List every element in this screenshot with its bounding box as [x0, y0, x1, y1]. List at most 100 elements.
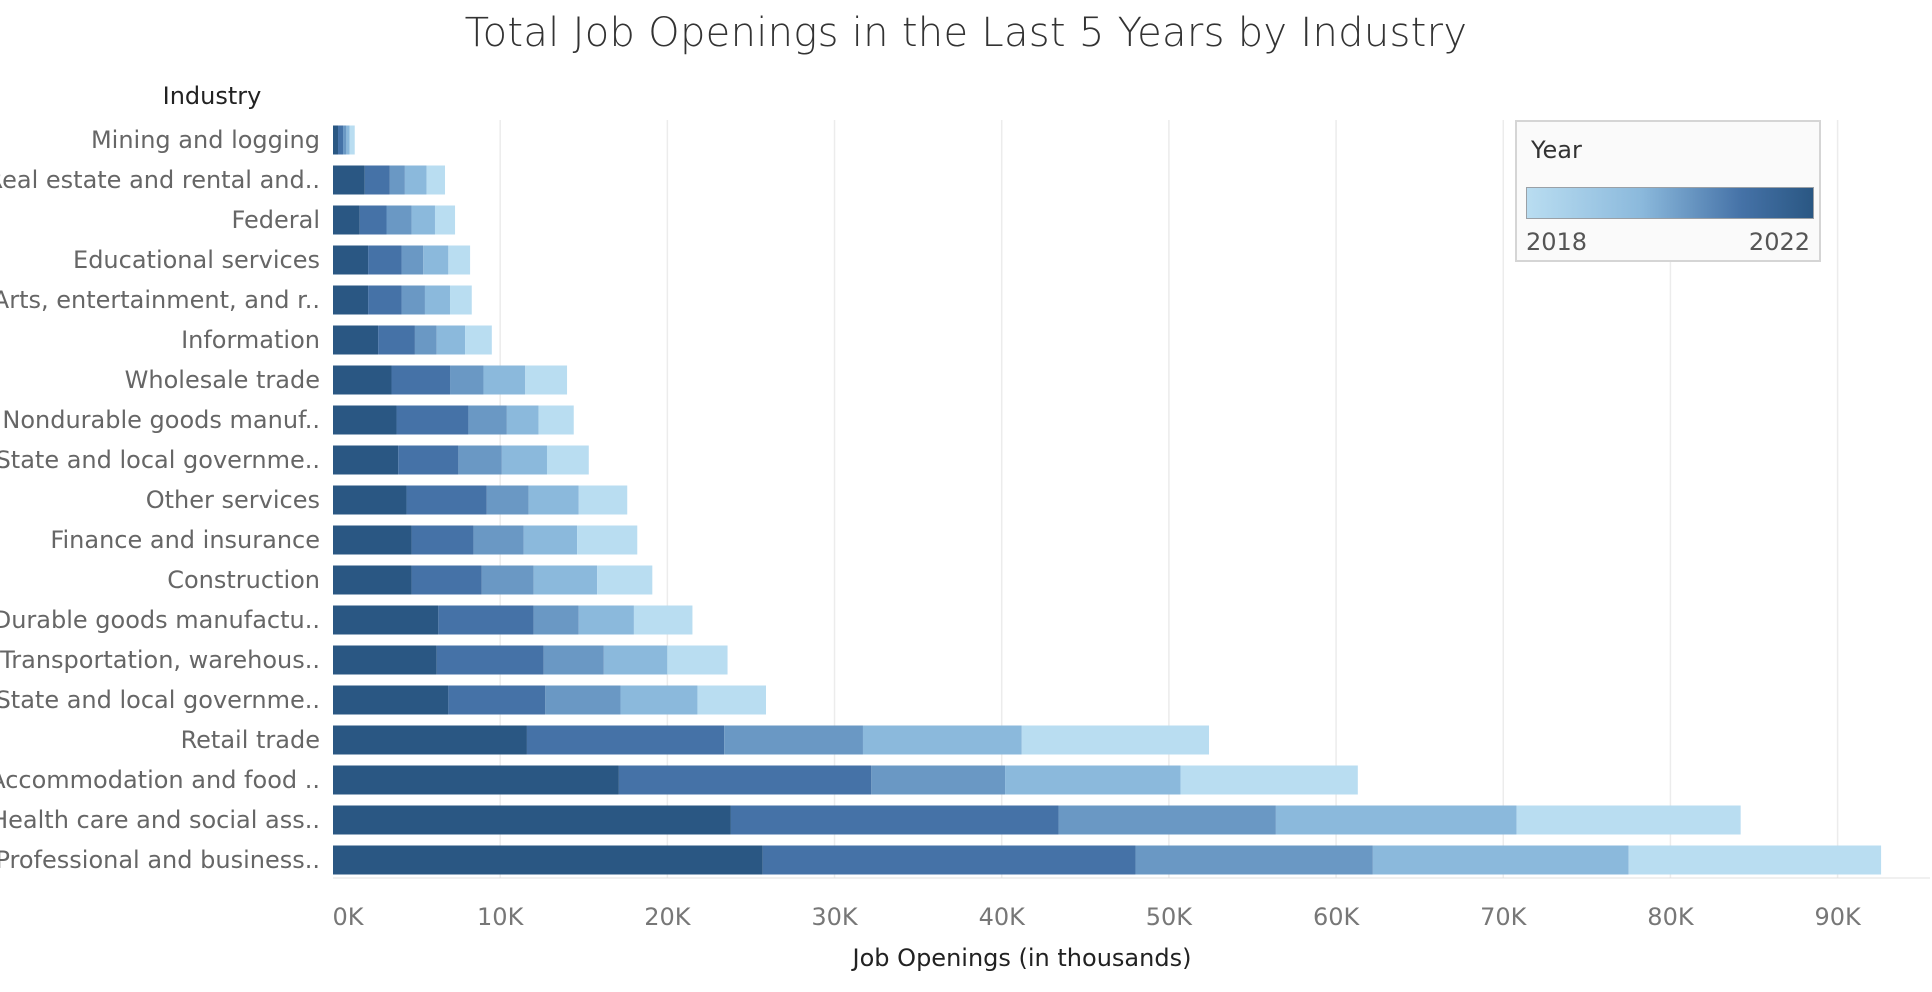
bar-segment[interactable]: [667, 645, 728, 675]
bar-segment[interactable]: [368, 285, 402, 315]
bar-segment[interactable]: [1005, 765, 1181, 795]
bar-segment[interactable]: [333, 725, 527, 755]
bar-segment[interactable]: [333, 445, 399, 475]
bar-segment[interactable]: [597, 565, 653, 595]
bar-segment[interactable]: [468, 405, 507, 435]
bar-segment[interactable]: [333, 285, 369, 315]
bar-segment[interactable]: [333, 805, 731, 835]
bar-segment[interactable]: [618, 765, 872, 795]
bar-segment[interactable]: [481, 565, 534, 595]
bar-segment[interactable]: [620, 685, 698, 715]
bar-segment[interactable]: [465, 325, 492, 355]
bar-segment[interactable]: [450, 365, 484, 395]
bar-segment[interactable]: [1180, 765, 1358, 795]
bar-segment[interactable]: [406, 485, 487, 515]
bar-segment[interactable]: [343, 125, 347, 155]
bar-segment[interactable]: [1021, 725, 1210, 755]
bar-segment[interactable]: [389, 165, 405, 195]
bar-segment[interactable]: [333, 325, 379, 355]
bar-segment[interactable]: [762, 845, 1136, 875]
bar-segment[interactable]: [346, 125, 350, 155]
bar-segment[interactable]: [333, 685, 449, 715]
bar-segment[interactable]: [398, 445, 459, 475]
bar-segment[interactable]: [1275, 805, 1517, 835]
bar-segment[interactable]: [533, 605, 579, 635]
bar-segment[interactable]: [378, 325, 415, 355]
bar-segment[interactable]: [526, 725, 725, 755]
bar-segment[interactable]: [333, 565, 412, 595]
bar-segment[interactable]: [603, 645, 668, 675]
bar-segment[interactable]: [528, 485, 579, 515]
bar-segment[interactable]: [368, 245, 402, 275]
bar-segment[interactable]: [436, 325, 466, 355]
bar-segment[interactable]: [333, 165, 365, 195]
bar-segment[interactable]: [633, 605, 693, 635]
bar-segment[interactable]: [578, 485, 628, 515]
bar-segment[interactable]: [525, 365, 568, 395]
bar-segment[interactable]: [483, 365, 526, 395]
bar-segment[interactable]: [697, 685, 766, 715]
bar-segment[interactable]: [543, 645, 604, 675]
bar-segment[interactable]: [411, 525, 474, 555]
bar-segment[interactable]: [349, 125, 355, 155]
bar-segment[interactable]: [458, 445, 502, 475]
bar-segment[interactable]: [333, 245, 369, 275]
bar-segment[interactable]: [396, 405, 469, 435]
bar-segment[interactable]: [501, 445, 547, 475]
bar-segment[interactable]: [1628, 845, 1882, 875]
bar-segment[interactable]: [523, 525, 578, 555]
category-label: Other services: [146, 486, 320, 514]
bar-segment[interactable]: [423, 245, 449, 275]
bar-segment[interactable]: [730, 805, 1059, 835]
bar-segment[interactable]: [411, 205, 435, 235]
bar-segment[interactable]: [436, 645, 544, 675]
bar-segment[interactable]: [411, 565, 482, 595]
bar-segment[interactable]: [426, 165, 446, 195]
bar-segment[interactable]: [486, 485, 529, 515]
bar-segment[interactable]: [577, 525, 638, 555]
bar-segment[interactable]: [538, 405, 574, 435]
bar-segment[interactable]: [333, 605, 439, 635]
bar-segment[interactable]: [506, 405, 539, 435]
bar-segment[interactable]: [364, 165, 390, 195]
bar-segment[interactable]: [401, 245, 424, 275]
bar-segment[interactable]: [1058, 805, 1276, 835]
bar-segment[interactable]: [391, 365, 451, 395]
bar-segment[interactable]: [871, 765, 1006, 795]
bar-segment[interactable]: [333, 645, 437, 675]
bar-segment[interactable]: [724, 725, 863, 755]
bar-segment[interactable]: [333, 125, 339, 155]
bar-segment[interactable]: [545, 685, 621, 715]
bar-segment[interactable]: [333, 365, 392, 395]
bar-segment[interactable]: [401, 285, 425, 315]
bar-segment[interactable]: [338, 125, 344, 155]
bar-segment[interactable]: [1135, 845, 1373, 875]
bar-segment[interactable]: [333, 765, 619, 795]
bar-segment[interactable]: [578, 605, 634, 635]
x-axis-label: Job Openings (in thousands): [851, 944, 1192, 972]
bar-segment[interactable]: [546, 445, 589, 475]
bar-segment[interactable]: [438, 605, 534, 635]
bar-segment[interactable]: [414, 325, 437, 355]
bar-segment[interactable]: [533, 565, 598, 595]
x-tick-label: 40K: [979, 903, 1027, 931]
bar-segment[interactable]: [1372, 845, 1629, 875]
bar-segment[interactable]: [1516, 805, 1741, 835]
bar-segment[interactable]: [333, 205, 360, 235]
bar-segment[interactable]: [333, 405, 397, 435]
bar-segment[interactable]: [359, 205, 387, 235]
bar-segment[interactable]: [333, 525, 412, 555]
bar-segment[interactable]: [404, 165, 427, 195]
category-label: Accommodation and food ..: [0, 766, 320, 794]
bar-segment[interactable]: [333, 845, 763, 875]
bar-segment[interactable]: [862, 725, 1022, 755]
bar-segment[interactable]: [333, 485, 407, 515]
bar-segment[interactable]: [434, 205, 456, 235]
bar-segment[interactable]: [448, 245, 471, 275]
category-label: Nondurable goods manuf..: [2, 406, 320, 434]
bar-segment[interactable]: [450, 285, 472, 315]
bar-segment[interactable]: [386, 205, 412, 235]
bar-segment[interactable]: [473, 525, 524, 555]
bar-segment[interactable]: [424, 285, 451, 315]
bar-segment[interactable]: [448, 685, 546, 715]
